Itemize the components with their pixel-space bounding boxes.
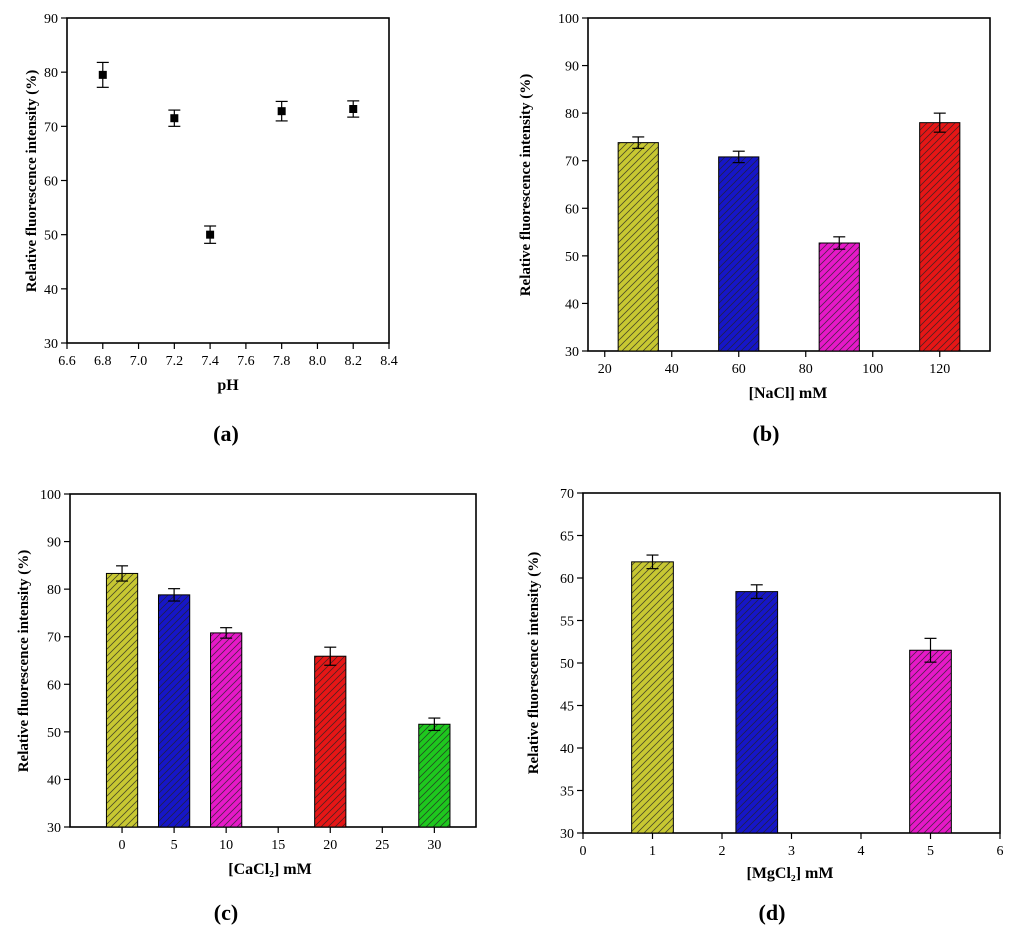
x-tick-label: 120 bbox=[929, 362, 950, 377]
x-tick-label: 7.4 bbox=[201, 354, 219, 369]
data-point bbox=[206, 230, 215, 239]
x-axis-label: pH bbox=[217, 377, 239, 394]
x-tick-label: 7.8 bbox=[273, 354, 291, 369]
x-tick-label: 10 bbox=[219, 838, 233, 853]
y-tick-label: 70 bbox=[565, 155, 579, 170]
y-tick-label: 90 bbox=[44, 12, 58, 27]
x-tick-label: 8.4 bbox=[380, 354, 398, 369]
x-tick-label: 4 bbox=[858, 844, 865, 859]
data-point bbox=[349, 105, 358, 113]
x-tick-label: 1 bbox=[649, 844, 656, 859]
bar bbox=[210, 632, 243, 828]
y-axis-label: Relative fluorescence intensity (%) bbox=[24, 70, 40, 293]
y-tick-label: 60 bbox=[47, 678, 61, 693]
y-tick-label: 100 bbox=[558, 12, 579, 27]
bar bbox=[631, 561, 674, 834]
bar bbox=[314, 655, 347, 828]
x-tick-label: 3 bbox=[788, 844, 795, 859]
y-tick-label: 50 bbox=[47, 726, 61, 741]
y-tick-label: 90 bbox=[565, 60, 579, 75]
y-tick-label: 40 bbox=[47, 773, 61, 788]
y-axis-label: Relative fluorescence intensity (%) bbox=[518, 74, 534, 297]
y-tick-label: 40 bbox=[44, 283, 58, 298]
data-point bbox=[170, 114, 179, 123]
plot-frame bbox=[69, 493, 477, 828]
bar bbox=[157, 594, 191, 828]
plot-frame bbox=[66, 17, 390, 344]
y-tick-label: 90 bbox=[47, 536, 61, 551]
x-tick-label: 8.0 bbox=[309, 354, 327, 369]
x-tick-label: 6.8 bbox=[94, 354, 112, 369]
x-tick-label: 100 bbox=[862, 362, 883, 377]
data-point bbox=[98, 70, 107, 79]
x-tick-label: 25 bbox=[375, 838, 389, 853]
x-tick-label: 0 bbox=[580, 844, 587, 859]
data-point bbox=[277, 107, 286, 116]
y-tick-label: 60 bbox=[560, 572, 574, 587]
bar bbox=[818, 242, 860, 352]
x-axis-label: [MgCl₂] mM bbox=[747, 865, 834, 882]
y-tick-label: 30 bbox=[44, 337, 58, 352]
x-tick-label: 6 bbox=[997, 844, 1004, 859]
bar bbox=[617, 142, 659, 352]
plot-frame bbox=[587, 17, 991, 352]
x-tick-label: 40 bbox=[665, 362, 679, 377]
x-tick-label: 80 bbox=[799, 362, 813, 377]
y-tick-label: 80 bbox=[565, 107, 579, 122]
y-axis-label: Relative fluorescence intensity (%) bbox=[16, 550, 32, 773]
y-tick-label: 60 bbox=[565, 202, 579, 217]
x-tick-label: 5 bbox=[927, 844, 934, 859]
y-tick-label: 70 bbox=[44, 120, 58, 135]
panel-label: (c) bbox=[214, 900, 238, 925]
y-tick-label: 50 bbox=[44, 229, 58, 244]
y-tick-label: 50 bbox=[560, 657, 574, 672]
bar bbox=[919, 122, 961, 352]
panel-c-bar-chart: 30 40 50 60 70 80 90 100 0 5 10 15 20 25 30 Relative f… bbox=[16, 488, 477, 925]
panel-label: (a) bbox=[213, 421, 239, 446]
x-tick-label: 2 bbox=[719, 844, 726, 859]
y-tick-label: 80 bbox=[47, 583, 61, 598]
panel-b-bar-chart: 30 40 50 60 70 80 90 100 20 40 60 80 100 120 Relative… bbox=[518, 12, 991, 446]
bar bbox=[735, 591, 779, 834]
x-axis-label: [NaCl] mM bbox=[749, 385, 828, 402]
x-tick-label: 7.0 bbox=[130, 354, 148, 369]
bar bbox=[718, 156, 760, 352]
x-tick-label: 0 bbox=[119, 838, 126, 853]
y-tick-label: 35 bbox=[560, 785, 574, 800]
y-tick-label: 45 bbox=[560, 700, 574, 715]
y-tick-label: 70 bbox=[47, 631, 61, 646]
x-tick-label: 60 bbox=[732, 362, 746, 377]
x-tick-label: 8.2 bbox=[344, 354, 362, 369]
panel-a-scatter-chart: 30 40 50 60 70 80 90 6.6 6.8 7.0 7.2 7.4 7.6 7.8 8.0 8.… bbox=[24, 12, 398, 446]
panel-label: (b) bbox=[753, 421, 780, 446]
bar bbox=[909, 649, 952, 834]
bar bbox=[105, 572, 139, 828]
y-tick-label: 40 bbox=[560, 742, 574, 757]
y-tick-label: 80 bbox=[44, 66, 58, 81]
x-tick-label: 20 bbox=[323, 838, 337, 853]
y-tick-label: 30 bbox=[565, 345, 579, 360]
x-axis-label: [CaCl₂] mM bbox=[228, 861, 311, 878]
x-tick-label: 7.6 bbox=[237, 354, 255, 369]
y-tick-label: 60 bbox=[44, 175, 58, 190]
y-tick-label: 30 bbox=[47, 821, 61, 836]
y-tick-label: 70 bbox=[560, 487, 574, 502]
y-tick-label: 65 bbox=[560, 530, 574, 545]
y-tick-label: 100 bbox=[40, 488, 61, 503]
x-tick-label: 6.6 bbox=[58, 354, 76, 369]
y-tick-label: 30 bbox=[560, 827, 574, 842]
x-tick-label: 30 bbox=[427, 838, 441, 853]
y-tick-label: 40 bbox=[565, 297, 579, 312]
panel-label: (d) bbox=[759, 900, 786, 925]
x-tick-label: 5 bbox=[171, 838, 178, 853]
x-tick-label: 7.2 bbox=[166, 354, 184, 369]
x-tick-label: 15 bbox=[271, 838, 285, 853]
y-tick-label: 55 bbox=[560, 615, 574, 630]
y-axis-label: Relative fluorescence intensity (%) bbox=[526, 552, 542, 775]
bar bbox=[418, 723, 451, 828]
y-tick-label: 50 bbox=[565, 250, 579, 265]
x-tick-label: 20 bbox=[598, 362, 612, 377]
